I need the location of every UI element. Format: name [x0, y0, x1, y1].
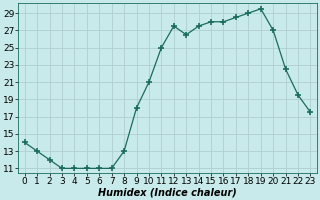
X-axis label: Humidex (Indice chaleur): Humidex (Indice chaleur) [98, 187, 237, 197]
